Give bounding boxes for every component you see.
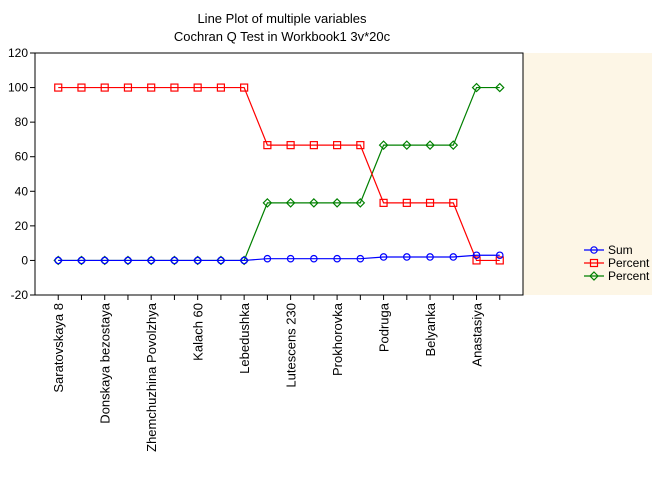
data-point — [193, 256, 202, 265]
data-point — [402, 198, 411, 207]
y-axis: -20 0 20 40 60 80 100 120 — [8, 46, 35, 302]
legend-label: Percent — [608, 256, 650, 270]
x-tick-label: Zhemchuzhina Povolzhya — [144, 302, 159, 452]
y-tick-label: 40 — [15, 184, 29, 198]
x-tick-label: Prokhorovka — [330, 302, 345, 376]
data-point — [54, 83, 63, 92]
data-point — [590, 246, 598, 254]
data-point — [401, 140, 412, 150]
data-point — [356, 141, 365, 150]
data-point — [449, 198, 458, 207]
x-tick-label: Lutescens 230 — [284, 303, 299, 388]
data-point — [286, 254, 295, 263]
data-point — [495, 256, 504, 265]
data-point — [147, 83, 156, 92]
y-tick-label: -20 — [11, 288, 29, 302]
data-point — [147, 256, 155, 265]
data-point — [472, 256, 481, 265]
data-point — [124, 256, 132, 265]
legend-item: Percent — [584, 269, 650, 283]
y-tick-label: 100 — [8, 81, 28, 95]
data-point — [472, 251, 481, 260]
data-point — [193, 83, 202, 92]
data-point — [425, 198, 435, 207]
data-point — [333, 254, 341, 263]
data-point — [240, 83, 249, 92]
data-point — [494, 82, 505, 93]
legend-item: Percent — [584, 256, 650, 270]
x-axis: Saratovskaya 8 Donskaya bezostaya Zhemchuz… — [51, 295, 501, 452]
data-point — [589, 258, 599, 268]
data-point — [589, 271, 599, 281]
data-point — [356, 254, 365, 263]
data-point — [426, 253, 434, 261]
data-point — [286, 141, 295, 150]
y-tick-label: 60 — [15, 150, 29, 164]
data-point — [263, 254, 272, 263]
data-point — [77, 83, 86, 92]
legend-item: Sum — [584, 243, 633, 257]
chart-title: Line Plot of multiple variables — [197, 11, 367, 26]
x-tick-label: Anastasiya — [470, 302, 485, 366]
data-point — [170, 256, 179, 265]
plot-area — [34, 52, 524, 296]
data-point — [379, 253, 388, 261]
x-tick-label: Lebedushka — [237, 302, 252, 374]
data-point — [100, 83, 109, 92]
data-point — [379, 198, 388, 207]
data-point — [449, 253, 458, 261]
data-point — [54, 256, 63, 265]
data-point — [448, 140, 459, 150]
y-tick-label: 20 — [15, 219, 29, 233]
data-point — [216, 83, 226, 92]
data-point — [425, 140, 435, 150]
data-point — [309, 198, 319, 208]
data-point — [262, 198, 273, 208]
data-point — [355, 198, 366, 208]
data-point — [123, 83, 133, 92]
data-point — [332, 198, 342, 208]
data-point — [77, 256, 86, 265]
data-point — [310, 254, 318, 263]
x-tick-label: Donskaya bezostaya — [98, 302, 113, 423]
chart-subtitle: Cochran Q Test in Workbook1 3v*20c — [174, 29, 391, 44]
data-point — [240, 256, 248, 265]
data-point — [263, 141, 272, 150]
data-point — [495, 251, 504, 260]
data-point — [217, 256, 225, 265]
data-point — [378, 140, 389, 150]
series-line — [58, 254, 500, 262]
y-tick-label: 80 — [15, 115, 29, 129]
series-2 — [54, 83, 504, 265]
data-point — [403, 253, 411, 261]
series-1 — [54, 251, 504, 265]
series-layer — [53, 82, 505, 266]
data-point — [100, 256, 109, 265]
data-point — [471, 82, 482, 93]
data-point — [309, 141, 318, 150]
y-tick-label: 0 — [21, 253, 28, 267]
x-tick-label: Kalach 60 — [191, 303, 206, 361]
data-point — [332, 141, 342, 150]
legend-label: Sum — [608, 243, 633, 257]
x-tick-label: Podruga — [377, 302, 392, 352]
data-point — [170, 83, 179, 92]
data-point — [285, 198, 296, 208]
x-tick-label: Saratovskaya 8 — [51, 303, 66, 393]
x-tick-label: Belyanka — [423, 302, 438, 356]
legend-label: Percent — [608, 269, 650, 283]
y-tick-label: 120 — [8, 46, 28, 60]
